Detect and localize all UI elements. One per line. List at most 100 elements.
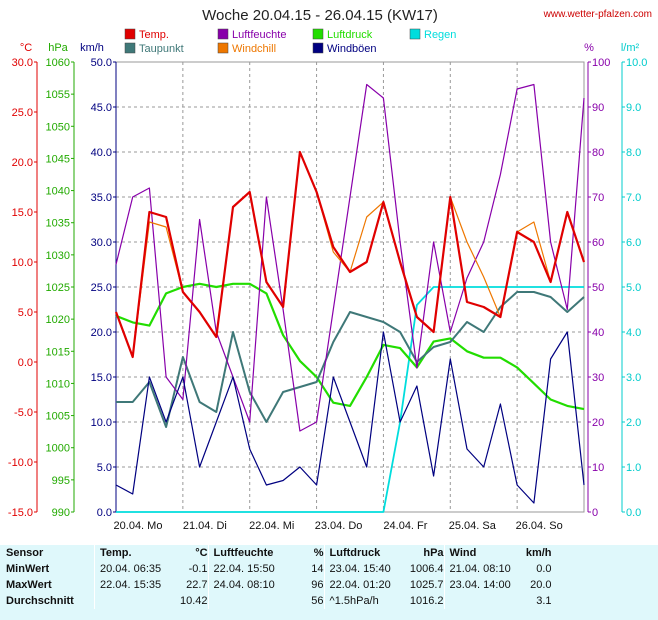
pressure-value: 1016.2 bbox=[409, 595, 444, 607]
row-label: Durchschnitt bbox=[6, 595, 74, 607]
temp-time: 22.04. 15:35 bbox=[94, 577, 180, 593]
wind-unit-label: km/h bbox=[80, 42, 104, 54]
humidity-unit-header: % bbox=[313, 547, 324, 559]
legend-label: Windchill bbox=[232, 43, 276, 55]
series-line-windben bbox=[115, 331, 585, 504]
stats-row-min: MinWert 20.04. 06:35 -0.1 22.04. 15:50 1… bbox=[0, 561, 552, 577]
wind-tick-label: 15.0 bbox=[91, 372, 112, 384]
pressure-tick-label: 1015 bbox=[46, 346, 70, 358]
legend-label: Taupunkt bbox=[139, 43, 184, 55]
temp-tick-label: 20.0 bbox=[12, 157, 33, 169]
stats-row-max: MaxWert 22.04. 15:35 22.7 24.04. 08:10 9… bbox=[0, 577, 552, 593]
pressure-time: 22.04. 01:20 bbox=[323, 577, 406, 593]
wind-tick-label: 35.0 bbox=[91, 192, 112, 204]
humidity-value: 56 bbox=[311, 595, 324, 607]
humidity-time bbox=[207, 593, 300, 609]
pressure-tick-label: 1035 bbox=[46, 218, 70, 230]
temp-value: -0.1 bbox=[188, 563, 208, 575]
wind-tick-label: 25.0 bbox=[91, 282, 112, 294]
wind-unit-header: km/h bbox=[525, 547, 552, 559]
humidity-tick-label: 100 bbox=[592, 57, 610, 69]
humidity-tick-label: 0 bbox=[592, 507, 598, 519]
pressure-tick-label: 1040 bbox=[46, 186, 70, 198]
pressure-tick-label: 990 bbox=[52, 507, 70, 519]
temp-header: Temp. bbox=[94, 545, 180, 561]
legend-swatch bbox=[217, 28, 229, 40]
pressure-tick-label: 1030 bbox=[46, 250, 70, 262]
pressure-unit-header: hPa bbox=[423, 547, 444, 559]
wind-time bbox=[443, 593, 514, 609]
humidity-tick-label: 10 bbox=[592, 462, 604, 474]
legend-label: Temp. bbox=[139, 29, 169, 41]
pressure-tick-label: 1020 bbox=[46, 314, 70, 326]
legend-swatch bbox=[312, 42, 324, 54]
rain-tick-label: 3.0 bbox=[626, 372, 641, 384]
day-label: 24.04. Fr bbox=[383, 520, 427, 532]
rain-tick-label: 7.0 bbox=[626, 192, 641, 204]
source-link[interactable]: www.wetter-pfalzen.com bbox=[543, 9, 652, 20]
temp-tick-label: 5.0 bbox=[18, 307, 33, 319]
rain-tick-label: 1.0 bbox=[626, 462, 641, 474]
humidity-tick-label: 80 bbox=[592, 147, 604, 159]
legend-swatch bbox=[409, 28, 421, 40]
wind-tick-label: 0.0 bbox=[97, 507, 112, 519]
temp-time bbox=[94, 593, 180, 609]
pressure-time: 23.04. 15:40 bbox=[323, 561, 406, 577]
wind-header: Wind bbox=[443, 545, 514, 561]
legend-swatch bbox=[217, 42, 229, 54]
rain-tick-label: 5.0 bbox=[626, 282, 641, 294]
rain-tick-label: 9.0 bbox=[626, 102, 641, 114]
humidity-tick-label: 50 bbox=[592, 282, 604, 294]
humidity-tick-label: 20 bbox=[592, 417, 604, 429]
temp-tick-label: 0.0 bbox=[18, 357, 33, 369]
wind-tick-label: 30.0 bbox=[91, 237, 112, 249]
legend-label: Regen bbox=[424, 29, 456, 41]
temp-value: 10.42 bbox=[180, 595, 208, 607]
day-label: 25.04. Sa bbox=[449, 520, 497, 532]
stats-table: Sensor Temp. °C Luftfeuchte % Luftdruck … bbox=[0, 545, 552, 609]
stats-panel: Sensor Temp. °C Luftfeuchte % Luftdruck … bbox=[0, 545, 658, 620]
sensor-header: Sensor bbox=[6, 547, 44, 559]
wind-time: 21.04. 08:10 bbox=[443, 561, 514, 577]
temp-value: 22.7 bbox=[186, 579, 208, 591]
temp-tick-label: -10.0 bbox=[8, 457, 33, 469]
temp-tick-label: -5.0 bbox=[14, 407, 33, 419]
temp-tick-label: 10.0 bbox=[12, 257, 33, 269]
temp-tick-label: 15.0 bbox=[12, 207, 33, 219]
pressure-tick-label: 1000 bbox=[46, 443, 70, 455]
pressure-tick-label: 1060 bbox=[46, 57, 70, 69]
humidity-tick-label: 90 bbox=[592, 102, 604, 114]
legend-swatch bbox=[312, 28, 324, 40]
wind-time: 23.04. 14:00 bbox=[443, 577, 514, 593]
wind-tick-label: 40.0 bbox=[91, 147, 112, 159]
wind-value: 3.1 bbox=[536, 595, 552, 607]
humidity-time: 24.04. 08:10 bbox=[207, 577, 300, 593]
legend-label: Luftfeuchte bbox=[232, 29, 286, 41]
series-line-taupunkt bbox=[116, 291, 585, 428]
pressure-value: 1006.4 bbox=[409, 563, 444, 575]
rain-tick-label: 8.0 bbox=[626, 147, 641, 159]
legend: Temp. Taupunkt Luftfeuchte Windchill Luftdru… bbox=[124, 28, 456, 55]
day-label: 20.04. Mo bbox=[114, 520, 163, 532]
row-label: MinWert bbox=[6, 563, 50, 575]
day-label: 22.04. Mi bbox=[249, 520, 294, 532]
humidity-tick-label: 40 bbox=[592, 327, 604, 339]
temp-tick-label: -15.0 bbox=[8, 507, 33, 519]
humidity-unit-label: % bbox=[584, 42, 594, 54]
wind-tick-label: 45.0 bbox=[91, 102, 112, 114]
pressure-tick-label: 1050 bbox=[46, 121, 70, 133]
pressure-tick-label: 1055 bbox=[46, 89, 70, 101]
day-label: 26.04. So bbox=[516, 520, 563, 532]
temp-unit-header: °C bbox=[195, 547, 208, 559]
wind-tick-label: 10.0 bbox=[91, 417, 112, 429]
temp-tick-label: 30.0 bbox=[12, 57, 33, 69]
humidity-tick-label: 30 bbox=[592, 372, 604, 384]
day-label: 23.04. Do bbox=[315, 520, 363, 532]
wind-tick-label: 20.0 bbox=[91, 327, 112, 339]
rain-tick-label: 6.0 bbox=[626, 237, 641, 249]
humidity-value: 14 bbox=[311, 563, 324, 575]
humidity-value: 96 bbox=[311, 579, 324, 591]
wind-tick-label: 50.0 bbox=[91, 57, 112, 69]
plot-area bbox=[114, 83, 586, 513]
